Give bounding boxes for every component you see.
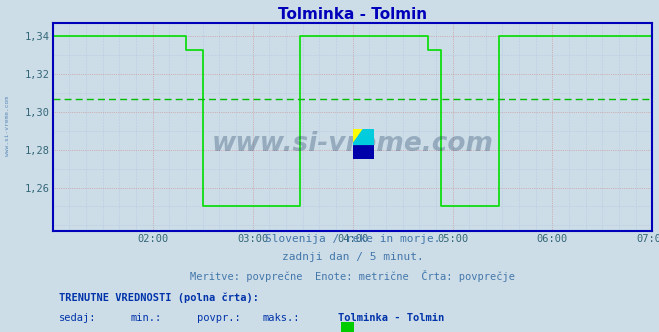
- Text: maks.:: maks.:: [262, 313, 300, 323]
- Polygon shape: [353, 129, 374, 159]
- Text: Meritve: povprečne  Enote: metrične  Črta: povprečje: Meritve: povprečne Enote: metrične Črta:…: [190, 270, 515, 282]
- Text: min.:: min.:: [130, 313, 162, 323]
- Text: povpr.:: povpr.:: [196, 313, 241, 323]
- Text: sedaj:: sedaj:: [59, 313, 96, 323]
- Text: www.si-vreme.com: www.si-vreme.com: [5, 96, 11, 156]
- Text: www.si-vreme.com: www.si-vreme.com: [212, 131, 494, 157]
- Text: zadnji dan / 5 minut.: zadnji dan / 5 minut.: [281, 252, 424, 262]
- Title: Tolminka - Tolmin: Tolminka - Tolmin: [278, 7, 427, 22]
- Text: Tolminka - Tolmin: Tolminka - Tolmin: [337, 313, 444, 323]
- Polygon shape: [353, 129, 363, 144]
- FancyBboxPatch shape: [341, 322, 354, 332]
- Text: TRENUTNE VREDNOSTI (polna črta):: TRENUTNE VREDNOSTI (polna črta):: [59, 292, 259, 303]
- Polygon shape: [353, 129, 374, 144]
- Text: Slovenija / reke in morje.: Slovenija / reke in morje.: [265, 234, 440, 244]
